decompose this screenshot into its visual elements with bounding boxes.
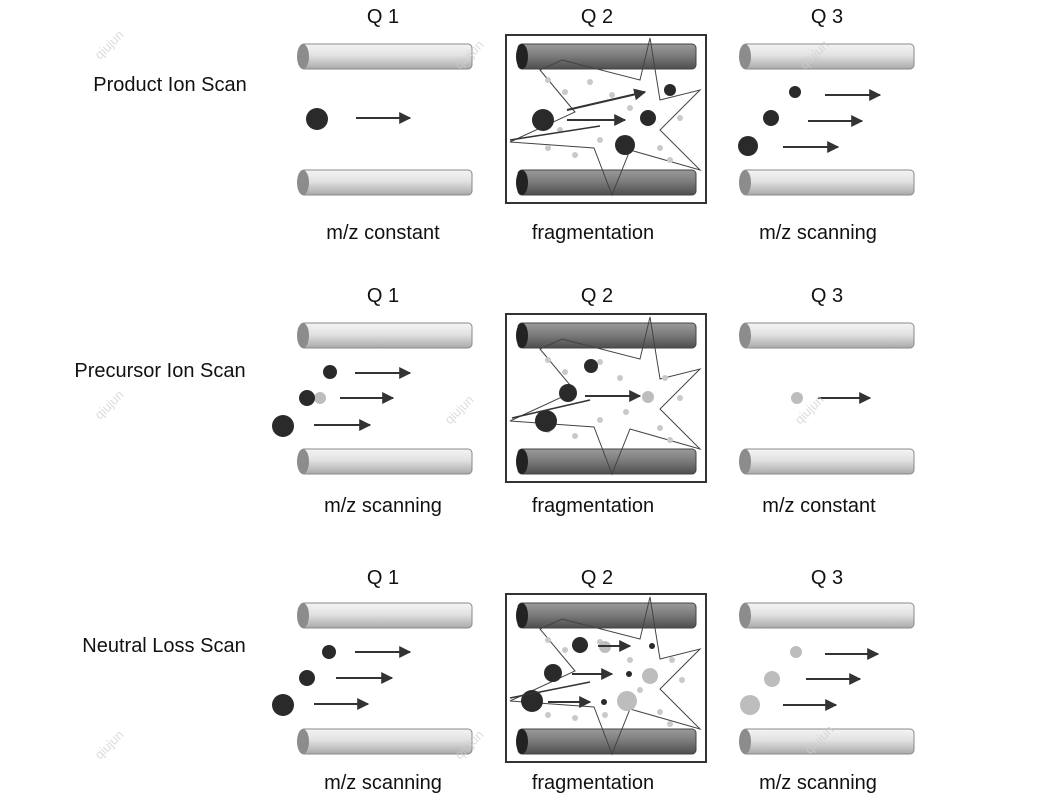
ion: [272, 694, 294, 716]
watermark-text: qiujun: [92, 387, 127, 422]
ion: [640, 110, 656, 126]
ion: [521, 690, 543, 712]
ion: [601, 699, 607, 705]
ion: [763, 110, 779, 126]
ion: [535, 410, 557, 432]
ion: [740, 695, 760, 715]
arrow: [509, 681, 591, 699]
ion: [617, 691, 637, 711]
ion: [764, 671, 780, 687]
ion: [649, 643, 655, 649]
ion: [790, 646, 802, 658]
collision-cell: [505, 34, 707, 204]
quad-title: Q 1: [367, 285, 399, 307]
collision-cell: [505, 593, 707, 763]
ion: [584, 359, 598, 373]
q1-rods: [297, 43, 473, 196]
quad-caption: m/z scanning: [759, 222, 877, 244]
ion: [323, 365, 337, 379]
quad-caption: m/z constant: [762, 495, 876, 517]
q3-rods: [739, 43, 915, 196]
q1-rods: [297, 602, 473, 755]
quad-caption: fragmentation: [532, 222, 654, 244]
arrow: [509, 125, 601, 141]
collision-cell: [505, 313, 707, 483]
quad-caption: m/z scanning: [324, 495, 442, 517]
ion: [306, 108, 328, 130]
watermark-text: qiujun: [92, 27, 127, 62]
ion: [544, 664, 562, 682]
ion: [559, 384, 577, 402]
ion: [299, 670, 315, 686]
quad-title: Q 3: [811, 567, 843, 589]
quad-caption: m/z scanning: [759, 772, 877, 794]
ion: [626, 671, 632, 677]
ion: [615, 135, 635, 155]
quad-title: Q 2: [581, 6, 613, 28]
ion: [642, 668, 658, 684]
ion: [738, 136, 758, 156]
quad-title: Q 3: [811, 285, 843, 307]
scan-label: Neutral Loss Scan: [82, 635, 245, 657]
ion: [532, 109, 554, 131]
quad-title: Q 3: [811, 6, 843, 28]
q3-rods: [739, 602, 915, 755]
quad-caption: fragmentation: [532, 495, 654, 517]
ion: [299, 390, 315, 406]
q1-rods: [297, 322, 473, 475]
ion: [664, 84, 676, 96]
ion: [791, 392, 803, 404]
quad-title: Q 1: [367, 567, 399, 589]
row-neutral-loss-scan: Neutral Loss Scan Q 1 Q 2 Q 3: [82, 567, 915, 794]
arrow: [511, 399, 591, 419]
quad-caption: fragmentation: [532, 772, 654, 794]
ion: [314, 392, 326, 404]
ion: [322, 645, 336, 659]
watermark-text: qiujun: [92, 727, 127, 762]
q3-rods: [739, 322, 915, 475]
ion: [789, 86, 801, 98]
quad-title: Q 1: [367, 6, 399, 28]
ion: [272, 415, 294, 437]
scan-label: Product Ion Scan: [93, 74, 246, 96]
arrow: [566, 88, 647, 111]
scan-label: Precursor Ion Scan: [74, 360, 245, 382]
quad-caption: m/z constant: [326, 222, 440, 244]
row-product-ion-scan: Product Ion Scan Q 1 Q 2 Q 3: [93, 6, 915, 244]
quad-title: Q 2: [581, 567, 613, 589]
quad-title: Q 2: [581, 285, 613, 307]
ion: [572, 637, 588, 653]
row-precursor-ion-scan: Precursor Ion Scan Q 1 Q 2 Q 3: [74, 285, 915, 517]
watermark-text: qiujun: [442, 392, 477, 427]
ion: [642, 391, 654, 403]
quad-caption: m/z scanning: [324, 772, 442, 794]
